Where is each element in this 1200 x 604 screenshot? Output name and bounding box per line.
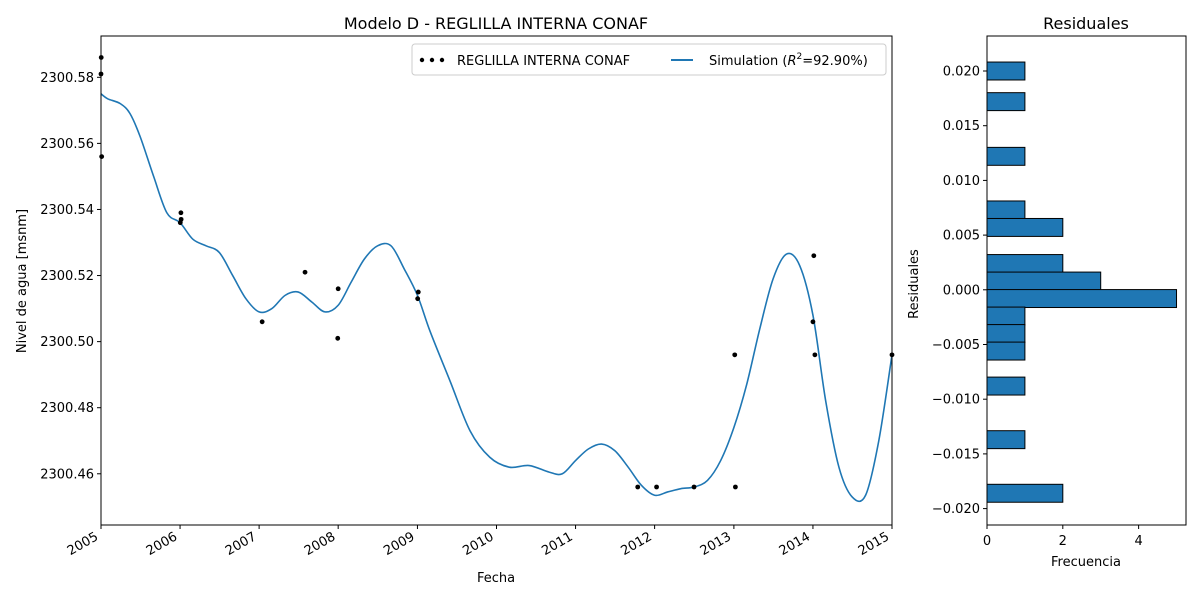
simulation-line bbox=[100, 93, 893, 503]
residuals-x-tick-label: 2 bbox=[1059, 534, 1067, 549]
main-y-tick-label: 2300.56 bbox=[40, 137, 94, 152]
residual-bar bbox=[986, 217, 1064, 237]
legend-observed-marker bbox=[429, 57, 435, 63]
observed-point bbox=[415, 289, 421, 295]
residuals-y-tick-label: −0.020 bbox=[932, 502, 980, 517]
main-x-tick-label: 2015 bbox=[856, 529, 892, 559]
main-x-ticks: 2005 2006 2007 2008 2009 2010 2011 2012 2013 2014… bbox=[65, 525, 893, 559]
legend-observed-label: REGLILLA INTERNA CONAF bbox=[457, 54, 630, 69]
main-x-tick-label: 2013 bbox=[698, 529, 734, 559]
residuals-y-tick-label: 0.020 bbox=[943, 65, 980, 80]
main-y-tick-label: 2300.46 bbox=[40, 467, 94, 482]
residual-bar bbox=[986, 306, 1026, 326]
residuals-bars bbox=[986, 61, 1178, 503]
residual-bar bbox=[986, 271, 1102, 291]
observed-point bbox=[812, 352, 818, 358]
main-y-tick-label: 2300.48 bbox=[40, 401, 94, 416]
residual-bar bbox=[986, 324, 1026, 344]
residual-bar bbox=[986, 430, 1026, 450]
observed-point bbox=[302, 269, 308, 275]
residual-bar bbox=[986, 92, 1026, 112]
residual-bar bbox=[986, 200, 1026, 220]
observed-point bbox=[810, 319, 816, 325]
legend-observed-marker bbox=[439, 57, 445, 63]
main-x-tick-label: 2012 bbox=[618, 529, 654, 559]
observed-point bbox=[335, 286, 341, 292]
main-y-ticks: 2300.46 2300.48 2300.50 2300.52 2300.54 2300.… bbox=[40, 71, 101, 482]
main-x-axis-label: Fecha bbox=[477, 571, 515, 586]
residual-bar bbox=[986, 146, 1026, 166]
main-x-tick-label: 2011 bbox=[539, 529, 575, 559]
simulation-series bbox=[100, 93, 893, 503]
residuals-x-axis-label: Frecuencia bbox=[1051, 555, 1121, 570]
main-y-tick-label: 2300.54 bbox=[40, 203, 94, 218]
residuals-y-tick-label: −0.015 bbox=[932, 447, 980, 462]
observed-point bbox=[99, 154, 105, 160]
observed-point bbox=[732, 352, 738, 358]
main-legend: REGLILLA INTERNA CONAF Simulation (R2=92… bbox=[411, 43, 887, 76]
main-y-tick-label: 2300.50 bbox=[40, 335, 94, 350]
main-x-tick-label: 2005 bbox=[65, 529, 101, 559]
residuals-y-tick-label: 0.015 bbox=[943, 119, 980, 134]
residual-bar bbox=[986, 341, 1026, 361]
residuals-x-ticks: 0 2 4 bbox=[983, 525, 1143, 549]
residuals-y-tick-label: −0.010 bbox=[932, 393, 980, 408]
residual-bar bbox=[986, 376, 1026, 396]
observed-point bbox=[177, 220, 183, 226]
observed-point bbox=[733, 484, 738, 490]
main-x-tick-label: 2014 bbox=[777, 529, 813, 559]
residuals-y-ticks: −0.020 −0.015 −0.010 −0.005 0.000 0.005 0.010 0… bbox=[932, 65, 987, 517]
observed-point bbox=[335, 335, 341, 341]
observed-point bbox=[415, 296, 421, 302]
observed-point bbox=[654, 484, 659, 490]
observed-point bbox=[635, 484, 641, 490]
main-x-tick-label: 2009 bbox=[381, 529, 417, 559]
residual-bar bbox=[986, 254, 1064, 274]
observed-point bbox=[811, 253, 817, 259]
main-x-tick-label: 2007 bbox=[223, 529, 259, 559]
residual-bar bbox=[986, 483, 1064, 503]
residuals-x-tick-label: 0 bbox=[983, 534, 991, 549]
main-x-tick-label: 2010 bbox=[460, 529, 496, 559]
residuals-y-tick-label: 0.000 bbox=[943, 283, 980, 298]
observed-point bbox=[178, 210, 184, 216]
residuals-x-tick-label: 4 bbox=[1134, 534, 1142, 549]
legend-simulation-label: Simulation (R2=92.90%) bbox=[709, 52, 868, 69]
main-x-tick-label: 2006 bbox=[144, 529, 180, 559]
legend-observed-marker bbox=[419, 57, 425, 63]
main-y-tick-label: 2300.58 bbox=[40, 71, 94, 86]
main-y-axis-label: Nivel de agua [msnm] bbox=[15, 209, 30, 353]
main-plot-frame bbox=[100, 35, 893, 526]
main-chart-title: Modelo D - REGLILLA INTERNA CONAF bbox=[344, 14, 648, 33]
residual-bar bbox=[986, 61, 1026, 81]
residuals-y-tick-label: 0.005 bbox=[943, 229, 980, 244]
observed-point bbox=[259, 319, 265, 325]
main-y-tick-label: 2300.52 bbox=[40, 269, 94, 284]
main-chart: Modelo D - REGLILLA INTERNA CONAF 2300.4… bbox=[15, 14, 895, 586]
observed-series bbox=[98, 55, 895, 490]
residuals-y-axis-label: Residuales bbox=[907, 249, 922, 319]
legend-box bbox=[411, 43, 887, 76]
residuals-y-tick-label: 0.010 bbox=[943, 174, 980, 189]
residuals-chart: Residuales −0.020 −0.015 −0.010 −0.005 0.000… bbox=[907, 14, 1187, 570]
observed-point bbox=[691, 484, 697, 490]
residuals-plot-frame bbox=[986, 35, 1187, 526]
residual-bar bbox=[986, 289, 1178, 309]
residuals-chart-title: Residuales bbox=[1043, 14, 1129, 33]
residuals-y-tick-label: −0.005 bbox=[932, 338, 980, 353]
main-x-tick-label: 2008 bbox=[302, 529, 338, 559]
